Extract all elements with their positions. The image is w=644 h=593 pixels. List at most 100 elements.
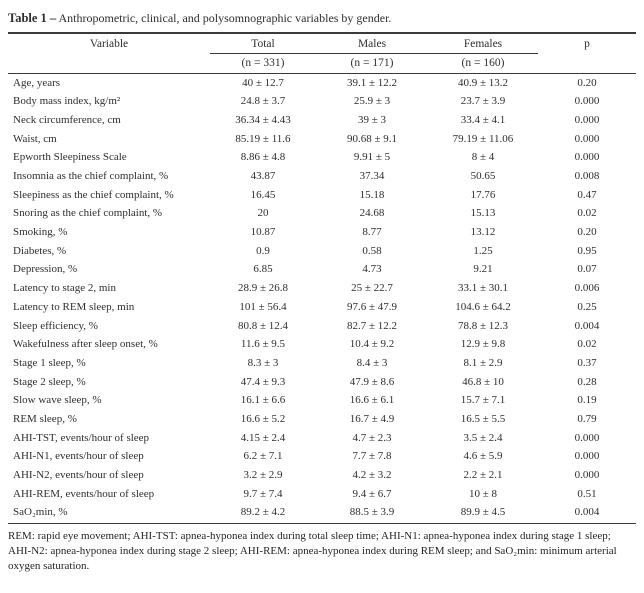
cell-variable: Snoring as the chief complaint, %: [13, 207, 163, 220]
cell-males: 39 ± 3: [357, 113, 387, 126]
cell-total: 16.6 ± 5.2: [240, 412, 286, 425]
cell-total: 3.2 ± 2.9: [243, 469, 283, 482]
table-row: AHI-N2, events/hour of sleep 3.2 ± 2.9 4.2…: [8, 466, 636, 485]
column-header-p: p: [584, 38, 590, 50]
cell-females: 16.5 ± 5.5: [460, 412, 506, 425]
column-header-females: Females: [428, 33, 538, 54]
cell-p: 0.000: [574, 431, 600, 444]
cell-females: 104.6 ± 64.2: [455, 300, 511, 313]
table-row: Neck circumference, cm 36.34 ± 4.43 39 ± 3…: [8, 111, 636, 130]
cell-total: 101 ± 56.4: [239, 300, 287, 313]
table-row: Slow wave sleep, % 16.1 ± 6.6 16.6 ± 6.1 15…: [8, 392, 636, 411]
column-header-total: Total: [210, 33, 316, 54]
table-row: Latency to REM sleep, min 101 ± 56.4 97.6 …: [8, 298, 636, 317]
cell-males: 16.6 ± 6.1: [349, 394, 395, 407]
table-row: AHI-REM, events/hour of sleep 9.7 ± 7.4 9.…: [8, 485, 636, 504]
cell-males: 4.7 ± 2.3: [352, 431, 392, 444]
cell-variable: REM sleep, %: [13, 412, 77, 425]
table-row: Waist, cm 85.19 ± 11.6 90.68 ± 9.1 79.19 ± …: [8, 130, 636, 149]
cell-variable: Stage 2 sleep, %: [13, 375, 86, 388]
cell-total: 89.2 ± 4.2: [240, 506, 286, 519]
cell-males: 97.6 ± 47.9: [346, 300, 398, 313]
cell-females: 1.25: [473, 244, 493, 257]
cell-variable: AHI-N1, events/hour of sleep: [13, 450, 144, 463]
cell-total: 11.6 ± 9.5: [240, 338, 286, 351]
cell-p: 0.20: [577, 76, 597, 89]
cell-total: 9.7 ± 7.4: [243, 487, 283, 500]
cell-p: 0.008: [574, 170, 600, 183]
cell-females: 78.8 ± 12.3: [457, 319, 509, 332]
table-caption-text: Anthropometric, clinical, and polysomnog…: [58, 11, 392, 25]
cell-total: 4.15 ± 2.4: [240, 431, 286, 444]
cell-females: 33.1 ± 30.1: [457, 282, 509, 295]
cell-males: 10.4 ± 9.2: [349, 338, 395, 351]
table-row: SaO₂min, % 89.2 ± 4.2 88.5 ± 3.9 89.9 ± 4.5…: [8, 504, 636, 523]
cell-p: 0.000: [574, 113, 600, 126]
cell-total: 8.3 ± 3: [247, 356, 279, 369]
cell-females: 10 ± 8: [468, 487, 498, 500]
cell-total: 85.19 ± 11.6: [235, 132, 291, 145]
cell-variable: Body mass index, kg/m²: [13, 95, 121, 108]
cell-males: 7.7 ± 7.8: [352, 450, 392, 463]
cell-variable: AHI-TST, events/hour of sleep: [13, 431, 150, 444]
cell-females: 8 ± 4: [471, 151, 495, 164]
cell-p: 0.51: [577, 487, 597, 500]
cell-males: 9.91 ± 5: [353, 151, 391, 164]
cell-females: 4.6 ± 5.9: [463, 450, 503, 463]
cell-males: 8.77: [362, 226, 382, 239]
cell-females: 15.13: [470, 207, 496, 220]
table-row: Stage 1 sleep, % 8.3 ± 3 8.4 ± 3 8.1 ± 2.9 0…: [8, 354, 636, 373]
cell-variable: Depression, %: [13, 263, 78, 276]
table-row: Diabetes, % 0.9 0.58 1.25 0.95: [8, 242, 636, 261]
cell-total: 0.9: [256, 244, 270, 257]
cell-p: 0.000: [574, 151, 600, 164]
cell-total: 10.87: [250, 226, 276, 239]
variables-table: Variable Total Males Females p (n = 331)…: [8, 32, 636, 524]
cell-p: 0.000: [574, 95, 600, 108]
cell-males: 39.1 ± 12.2: [346, 76, 398, 89]
cell-females: 50.65: [470, 170, 496, 183]
cell-females: 2.2 ± 2.1: [463, 469, 503, 482]
cell-variable: SaO₂min, %: [13, 506, 68, 519]
cell-females: 15.7 ± 7.1: [460, 394, 506, 407]
cell-p: 0.02: [577, 207, 597, 220]
cell-females: 12.9 ± 9.8: [460, 338, 506, 351]
cell-males: 88.5 ± 3.9: [349, 506, 395, 519]
cell-variable: Slow wave sleep, %: [13, 394, 102, 407]
cell-total: 8.86 ± 4.8: [240, 151, 286, 164]
cell-p: 0.28: [577, 375, 597, 388]
cell-variable: Wakefulness after sleep onset, %: [13, 338, 158, 351]
table-row: AHI-N1, events/hour of sleep 6.2 ± 7.1 7.7…: [8, 448, 636, 467]
subheader-males-n: (n = 171): [350, 57, 394, 69]
table-row: Stage 2 sleep, % 47.4 ± 9.3 47.9 ± 8.6 46.8…: [8, 373, 636, 392]
cell-variable: Smoking, %: [13, 226, 68, 239]
cell-males: 25 ± 22.7: [351, 282, 393, 295]
cell-females: 23.7 ± 3.9: [460, 95, 506, 108]
cell-females: 3.5 ± 2.4: [463, 431, 503, 444]
cell-total: 47.4 ± 9.3: [240, 375, 286, 388]
cell-variable: Latency to REM sleep, min: [13, 300, 135, 313]
cell-variable: Latency to stage 2, min: [13, 282, 116, 295]
cell-p: 0.07: [577, 263, 597, 276]
cell-p: 0.20: [577, 226, 597, 239]
cell-variable: Epworth Sleepiness Scale: [13, 151, 127, 164]
table-row: Latency to stage 2, min 28.9 ± 26.8 25 ± 2…: [8, 280, 636, 299]
cell-females: 33.4 ± 4.1: [460, 113, 506, 126]
table-header: Variable Total Males Females p (n = 331)…: [8, 33, 636, 74]
table-row: Depression, % 6.85 4.73 9.21 0.07: [8, 261, 636, 280]
cell-total: 16.45: [250, 188, 276, 201]
table-row: Body mass index, kg/m² 24.8 ± 3.7 25.9 ± 3…: [8, 93, 636, 112]
cell-males: 90.68 ± 9.1: [346, 132, 398, 145]
cell-males: 16.7 ± 4.9: [349, 412, 395, 425]
table-body: Age, years 40 ± 12.7 39.1 ± 12.2 40.9 ± 13.…: [8, 73, 636, 523]
cell-females: 17.76: [470, 188, 496, 201]
table-caption: Table 1 – Anthropometric, clinical, and …: [8, 10, 636, 26]
cell-p: 0.000: [574, 132, 600, 145]
cell-p: 0.006: [574, 282, 600, 295]
cell-variable: Sleep efficiency, %: [13, 319, 98, 332]
cell-variable: AHI-N2, events/hour of sleep: [13, 469, 144, 482]
cell-total: 28.9 ± 26.8: [237, 282, 289, 295]
table-row: Age, years 40 ± 12.7 39.1 ± 12.2 40.9 ± 13.…: [8, 74, 636, 93]
cell-females: 89.9 ± 4.5: [460, 506, 506, 519]
table-row: REM sleep, % 16.6 ± 5.2 16.7 ± 4.9 16.5 ± 5…: [8, 410, 636, 429]
